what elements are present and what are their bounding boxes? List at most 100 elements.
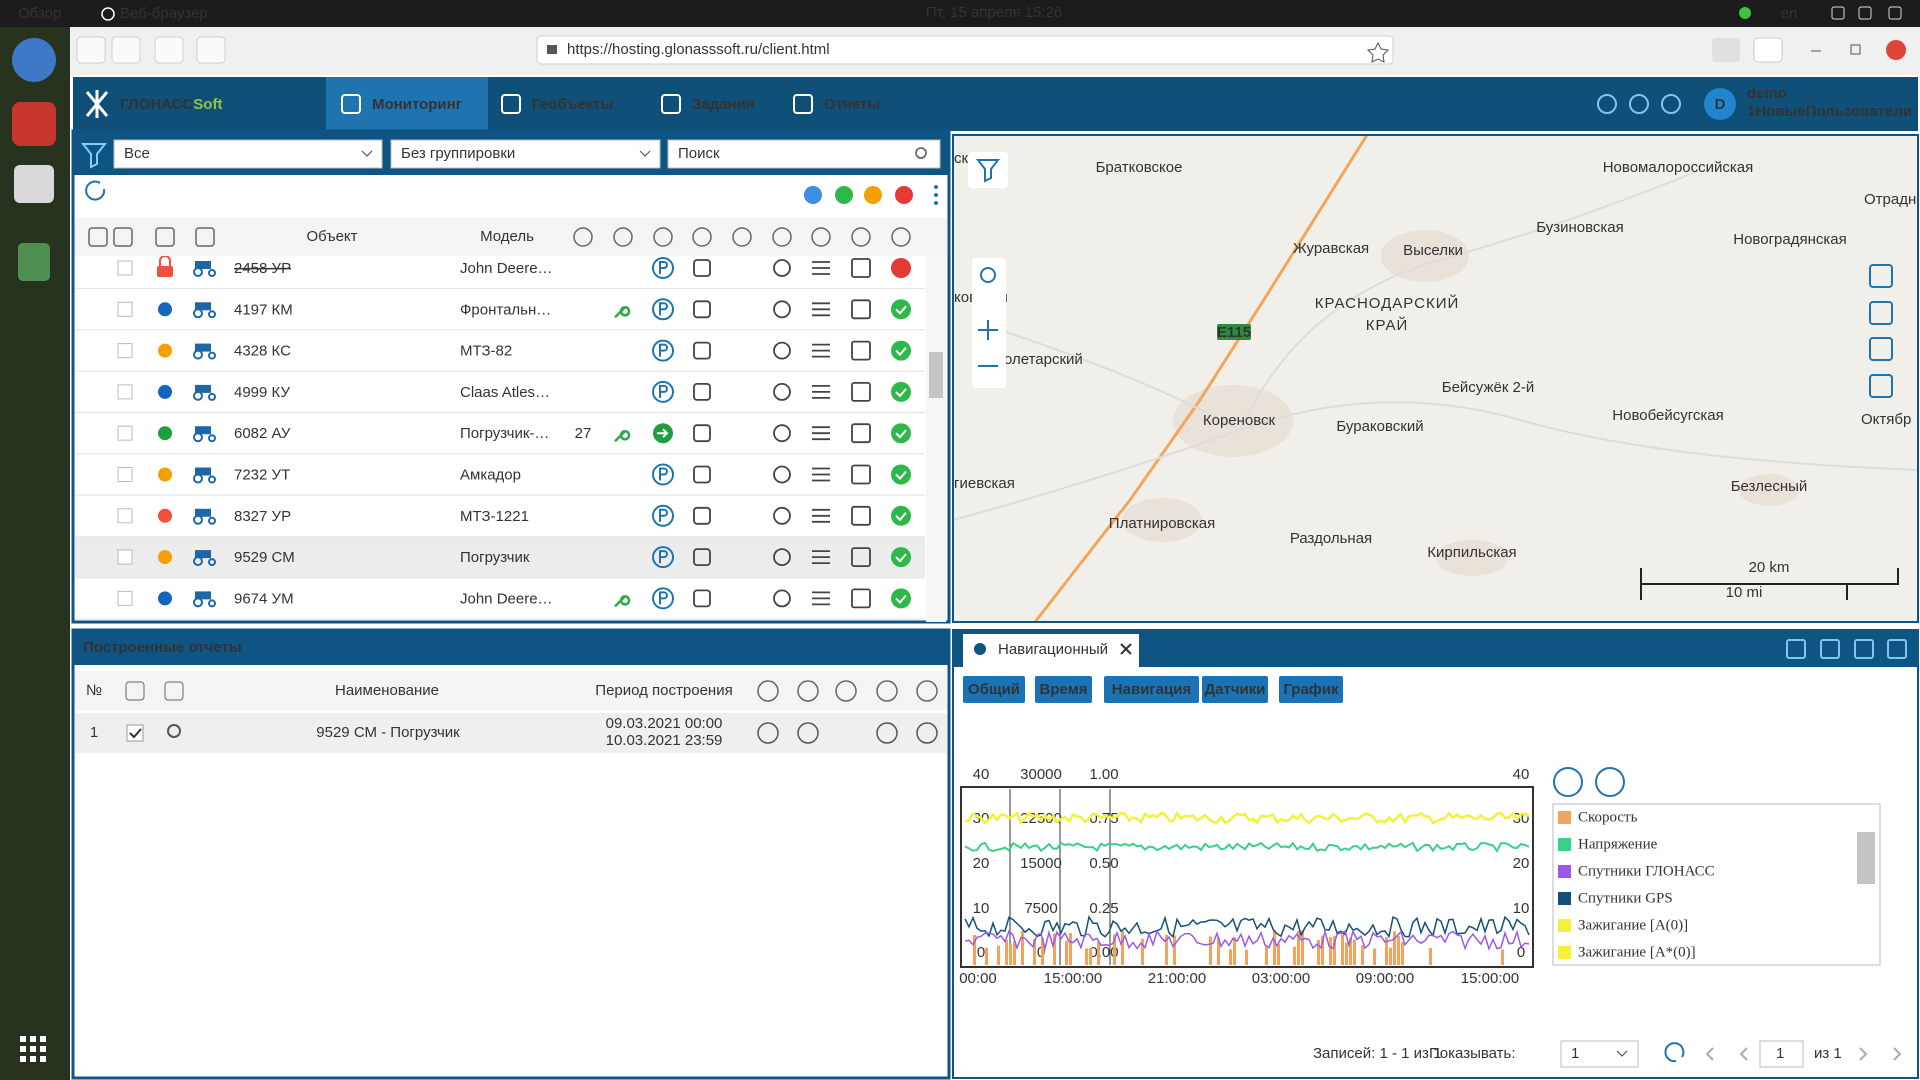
map-label: Новоградянская: [1733, 231, 1847, 248]
nav-item[interactable]: Задания: [692, 96, 755, 113]
nav-item[interactable]: Мониторинг: [372, 96, 462, 113]
object-model: МТЗ-82: [460, 343, 512, 360]
chart-axis-label: 30000: [1020, 766, 1062, 783]
dock-apps-grid[interactable]: [20, 1046, 26, 1052]
row-checkbox[interactable]: [118, 261, 132, 275]
object-name[interactable]: 7232 УТ: [234, 466, 290, 483]
panel-menu[interactable]: [934, 193, 938, 197]
col-model[interactable]: Модель: [480, 228, 534, 245]
object-model: Погрузчик-…: [460, 425, 549, 442]
url: https://hosting.glonasssoft.ru/client.ht…: [567, 41, 830, 58]
browser-button[interactable]: [155, 37, 183, 63]
section-label[interactable]: Датчики: [1204, 681, 1265, 698]
panel-menu[interactable]: [934, 185, 938, 189]
object-name[interactable]: 4328 КС: [234, 343, 291, 360]
map: E115скаБратковскоеНовомалороссийскаяОтра…: [953, 135, 1918, 622]
dock-apps-grid[interactable]: [40, 1046, 46, 1052]
browser-menu[interactable]: [1754, 38, 1782, 62]
map-label: Кирпильская: [1427, 544, 1516, 561]
dock-apps-grid[interactable]: [40, 1056, 46, 1062]
section-label[interactable]: Общий: [968, 681, 1020, 698]
state-locked: [891, 258, 911, 278]
legend-swatch[interactable]: [1558, 946, 1571, 959]
dock-apps-grid[interactable]: [40, 1036, 46, 1042]
chart-axis-label: 20: [973, 855, 990, 872]
chart-axis-label: 0.25: [1089, 900, 1118, 917]
state-ok: [891, 423, 911, 443]
dock-browser[interactable]: [12, 38, 56, 82]
section-label[interactable]: Время: [1040, 681, 1088, 698]
os-overview[interactable]: Обзор: [18, 5, 61, 22]
chart-axis-label: 0.50: [1089, 855, 1118, 872]
report-row-bg[interactable]: [75, 713, 947, 753]
legend-entry[interactable]: Напряжение: [1578, 836, 1658, 852]
legend-swatch[interactable]: [1558, 811, 1571, 824]
os-lang[interactable]: en: [1781, 5, 1798, 22]
legend-scroll-thumb[interactable]: [1857, 832, 1875, 884]
chart-axis-label: 7500: [1024, 900, 1057, 917]
section-label[interactable]: График: [1283, 681, 1339, 698]
report-checkbox[interactable]: [127, 725, 143, 741]
map-label: Журавская: [1293, 240, 1369, 257]
row-checkbox[interactable]: [118, 344, 132, 358]
legend-swatch[interactable]: [1558, 892, 1571, 905]
window-close[interactable]: [1886, 40, 1906, 60]
browser-button[interactable]: [197, 37, 225, 63]
legend-swatch[interactable]: [1558, 838, 1571, 851]
legend-swatch[interactable]: [1558, 919, 1571, 932]
row-checkbox[interactable]: [118, 302, 132, 316]
map-label: олетарский: [1004, 351, 1083, 368]
map-label: гиевская: [954, 475, 1015, 492]
panel-menu[interactable]: [934, 201, 938, 205]
map-filter[interactable]: [968, 152, 1008, 188]
legend-entry[interactable]: Скорость: [1578, 809, 1638, 825]
report-name[interactable]: 9529 СМ - Погрузчик: [316, 724, 460, 741]
section-label[interactable]: Навигация: [1112, 681, 1191, 698]
nav-item[interactable]: Геобъекты: [532, 96, 613, 113]
select[interactable]: [114, 140, 382, 168]
row-checkbox[interactable]: [118, 385, 132, 399]
object-model: Амкадор: [460, 466, 521, 483]
dock-apps-grid[interactable]: [30, 1056, 36, 1062]
legend-entry[interactable]: Зажигание [A(0)]: [1578, 917, 1688, 933]
legend-entry[interactable]: Спутники GPS: [1578, 890, 1673, 906]
legend-swatch[interactable]: [1558, 865, 1571, 878]
dock-apps-grid[interactable]: [20, 1036, 26, 1042]
map-label: Бейсужёк 2-й: [1442, 379, 1535, 396]
col-object[interactable]: Объект: [306, 228, 357, 245]
object-name[interactable]: 8327 УР: [234, 508, 291, 525]
status-filter[interactable]: [895, 186, 913, 204]
object-name[interactable]: 9674 УМ: [234, 590, 294, 607]
dock-app[interactable]: [12, 102, 56, 146]
object-name[interactable]: 6082 АУ: [234, 425, 291, 442]
row-checkbox[interactable]: [118, 591, 132, 605]
status-dot: [158, 550, 172, 564]
scroll-thumb[interactable]: [929, 352, 943, 398]
object-name[interactable]: 2458 УР: [234, 260, 291, 277]
browser-button[interactable]: [112, 37, 140, 63]
legend-entry[interactable]: Спутники ГЛОНАСС: [1578, 863, 1715, 879]
status-filter[interactable]: [804, 186, 822, 204]
browser-button[interactable]: [77, 37, 105, 63]
dock-apps-grid[interactable]: [30, 1036, 36, 1042]
row-checkbox[interactable]: [118, 468, 132, 482]
row-checkbox[interactable]: [118, 509, 132, 523]
nav-item[interactable]: Отчеты: [824, 96, 880, 113]
object-row: 9529 СМПогрузчик: [75, 537, 925, 578]
dock-trash[interactable]: [18, 243, 50, 281]
status-filter[interactable]: [835, 186, 853, 204]
dock-apps-grid[interactable]: [30, 1046, 36, 1052]
legend-box: [1553, 804, 1880, 965]
status-filter[interactable]: [864, 186, 882, 204]
map-label: КРАСНОДАРСКИЙ: [1315, 294, 1460, 312]
row-checkbox[interactable]: [118, 426, 132, 440]
scale-mi: 10 mi: [1726, 584, 1763, 601]
object-name[interactable]: 9529 СМ: [234, 549, 295, 566]
dock-files[interactable]: [14, 165, 54, 203]
browser-library[interactable]: [1712, 38, 1740, 62]
legend-entry[interactable]: Зажигание [A*(0)]: [1578, 944, 1696, 960]
row-checkbox[interactable]: [118, 550, 132, 564]
dock-apps-grid[interactable]: [20, 1056, 26, 1062]
object-name[interactable]: 4999 КУ: [234, 384, 290, 401]
object-name[interactable]: 4197 КМ: [234, 301, 293, 318]
